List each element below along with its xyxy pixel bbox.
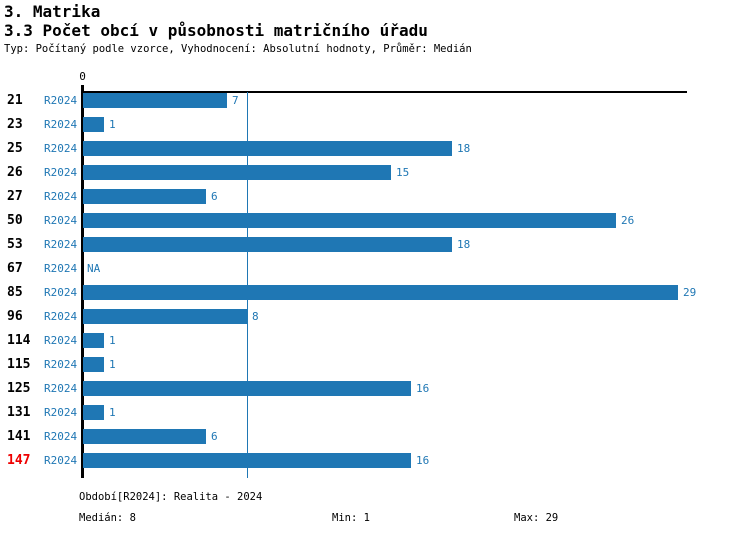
row-series-label: R2024 — [44, 214, 78, 227]
bar-value-label: 8 — [252, 310, 259, 323]
footer-min-stat: Min: 1 — [332, 512, 370, 524]
row-category-label: 96 — [7, 309, 23, 324]
bar-value-label: 16 — [416, 382, 430, 395]
row-series-label: R2024 — [44, 310, 78, 323]
row-category-label: 141 — [7, 429, 31, 444]
row-series-label: R2024 — [44, 94, 78, 107]
page-title: 3. Matrika — [4, 2, 101, 21]
bar-value-label: 16 — [416, 454, 430, 467]
bar — [83, 381, 411, 396]
row-category-label: 50 — [7, 213, 23, 228]
row-category-label: 25 — [7, 141, 23, 156]
bar-value-label: 18 — [457, 142, 471, 155]
bar-value-label: 18 — [457, 238, 471, 251]
footer-median-stat: Medián: 8 — [79, 512, 136, 524]
x-axis-top-line — [82, 91, 687, 93]
bar — [83, 93, 227, 108]
y-axis-line — [81, 85, 84, 478]
bar-value-label: 1 — [109, 118, 116, 131]
bar — [83, 285, 678, 300]
row-series-label: R2024 — [44, 166, 78, 179]
row-series-label: R2024 — [44, 238, 78, 251]
row-series-label: R2024 — [44, 190, 78, 203]
row-category-label: 21 — [7, 93, 23, 108]
bar-value-label: 26 — [621, 214, 635, 227]
bar — [83, 213, 616, 228]
bar — [83, 189, 206, 204]
bar-value-label: 7 — [232, 94, 239, 107]
row-series-label: R2024 — [44, 334, 78, 347]
row-category-label: 131 — [7, 405, 31, 420]
bar-value-label: 29 — [683, 286, 697, 299]
bar — [83, 453, 411, 468]
row-series-label: R2024 — [44, 454, 78, 467]
row-category-label: 114 — [7, 333, 31, 348]
footer-max-stat: Max: 29 — [514, 512, 559, 524]
row-series-label: R2024 — [44, 358, 78, 371]
bar-value-label: 15 — [396, 166, 410, 179]
chart-meta-line: Typ: Počítaný podle vzorce, Vyhodnocení:… — [4, 43, 472, 55]
row-series-label: R2024 — [44, 118, 78, 131]
bar — [83, 165, 391, 180]
bar-value-label: 6 — [211, 430, 218, 443]
footer-period-label: Období[R2024]: Realita - 2024 — [79, 491, 263, 503]
row-series-label: R2024 — [44, 382, 78, 395]
row-category-label: 53 — [7, 237, 23, 252]
bar — [83, 237, 452, 252]
row-series-label: R2024 — [44, 142, 78, 155]
row-series-label: R2024 — [44, 262, 78, 275]
row-series-label: R2024 — [44, 286, 78, 299]
bar — [83, 141, 452, 156]
row-category-label: 23 — [7, 117, 23, 132]
row-series-label: R2024 — [44, 406, 78, 419]
row-category-label: 115 — [7, 357, 31, 372]
bar — [83, 357, 104, 372]
row-na-label: NA — [87, 262, 101, 275]
row-category-label: 27 — [7, 189, 23, 204]
chart-subtitle: 3.3 Počet obcí v působnosti matričního ú… — [4, 21, 428, 40]
bar-value-label: 1 — [109, 358, 116, 371]
x-axis-zero-tick-label: 0 — [79, 70, 86, 83]
bar — [83, 333, 104, 348]
row-category-label: 67 — [7, 261, 23, 276]
bar — [83, 405, 104, 420]
bar-value-label: 1 — [109, 334, 116, 347]
bar-value-label: 6 — [211, 190, 218, 203]
row-category-label: 26 — [7, 165, 23, 180]
bar — [83, 429, 206, 444]
row-category-label: 85 — [7, 285, 23, 300]
row-category-label: 125 — [7, 381, 31, 396]
bar-value-label: 1 — [109, 406, 116, 419]
bar — [83, 117, 104, 132]
row-series-label: R2024 — [44, 430, 78, 443]
row-category-label: 147 — [7, 453, 31, 468]
bar — [83, 309, 247, 324]
